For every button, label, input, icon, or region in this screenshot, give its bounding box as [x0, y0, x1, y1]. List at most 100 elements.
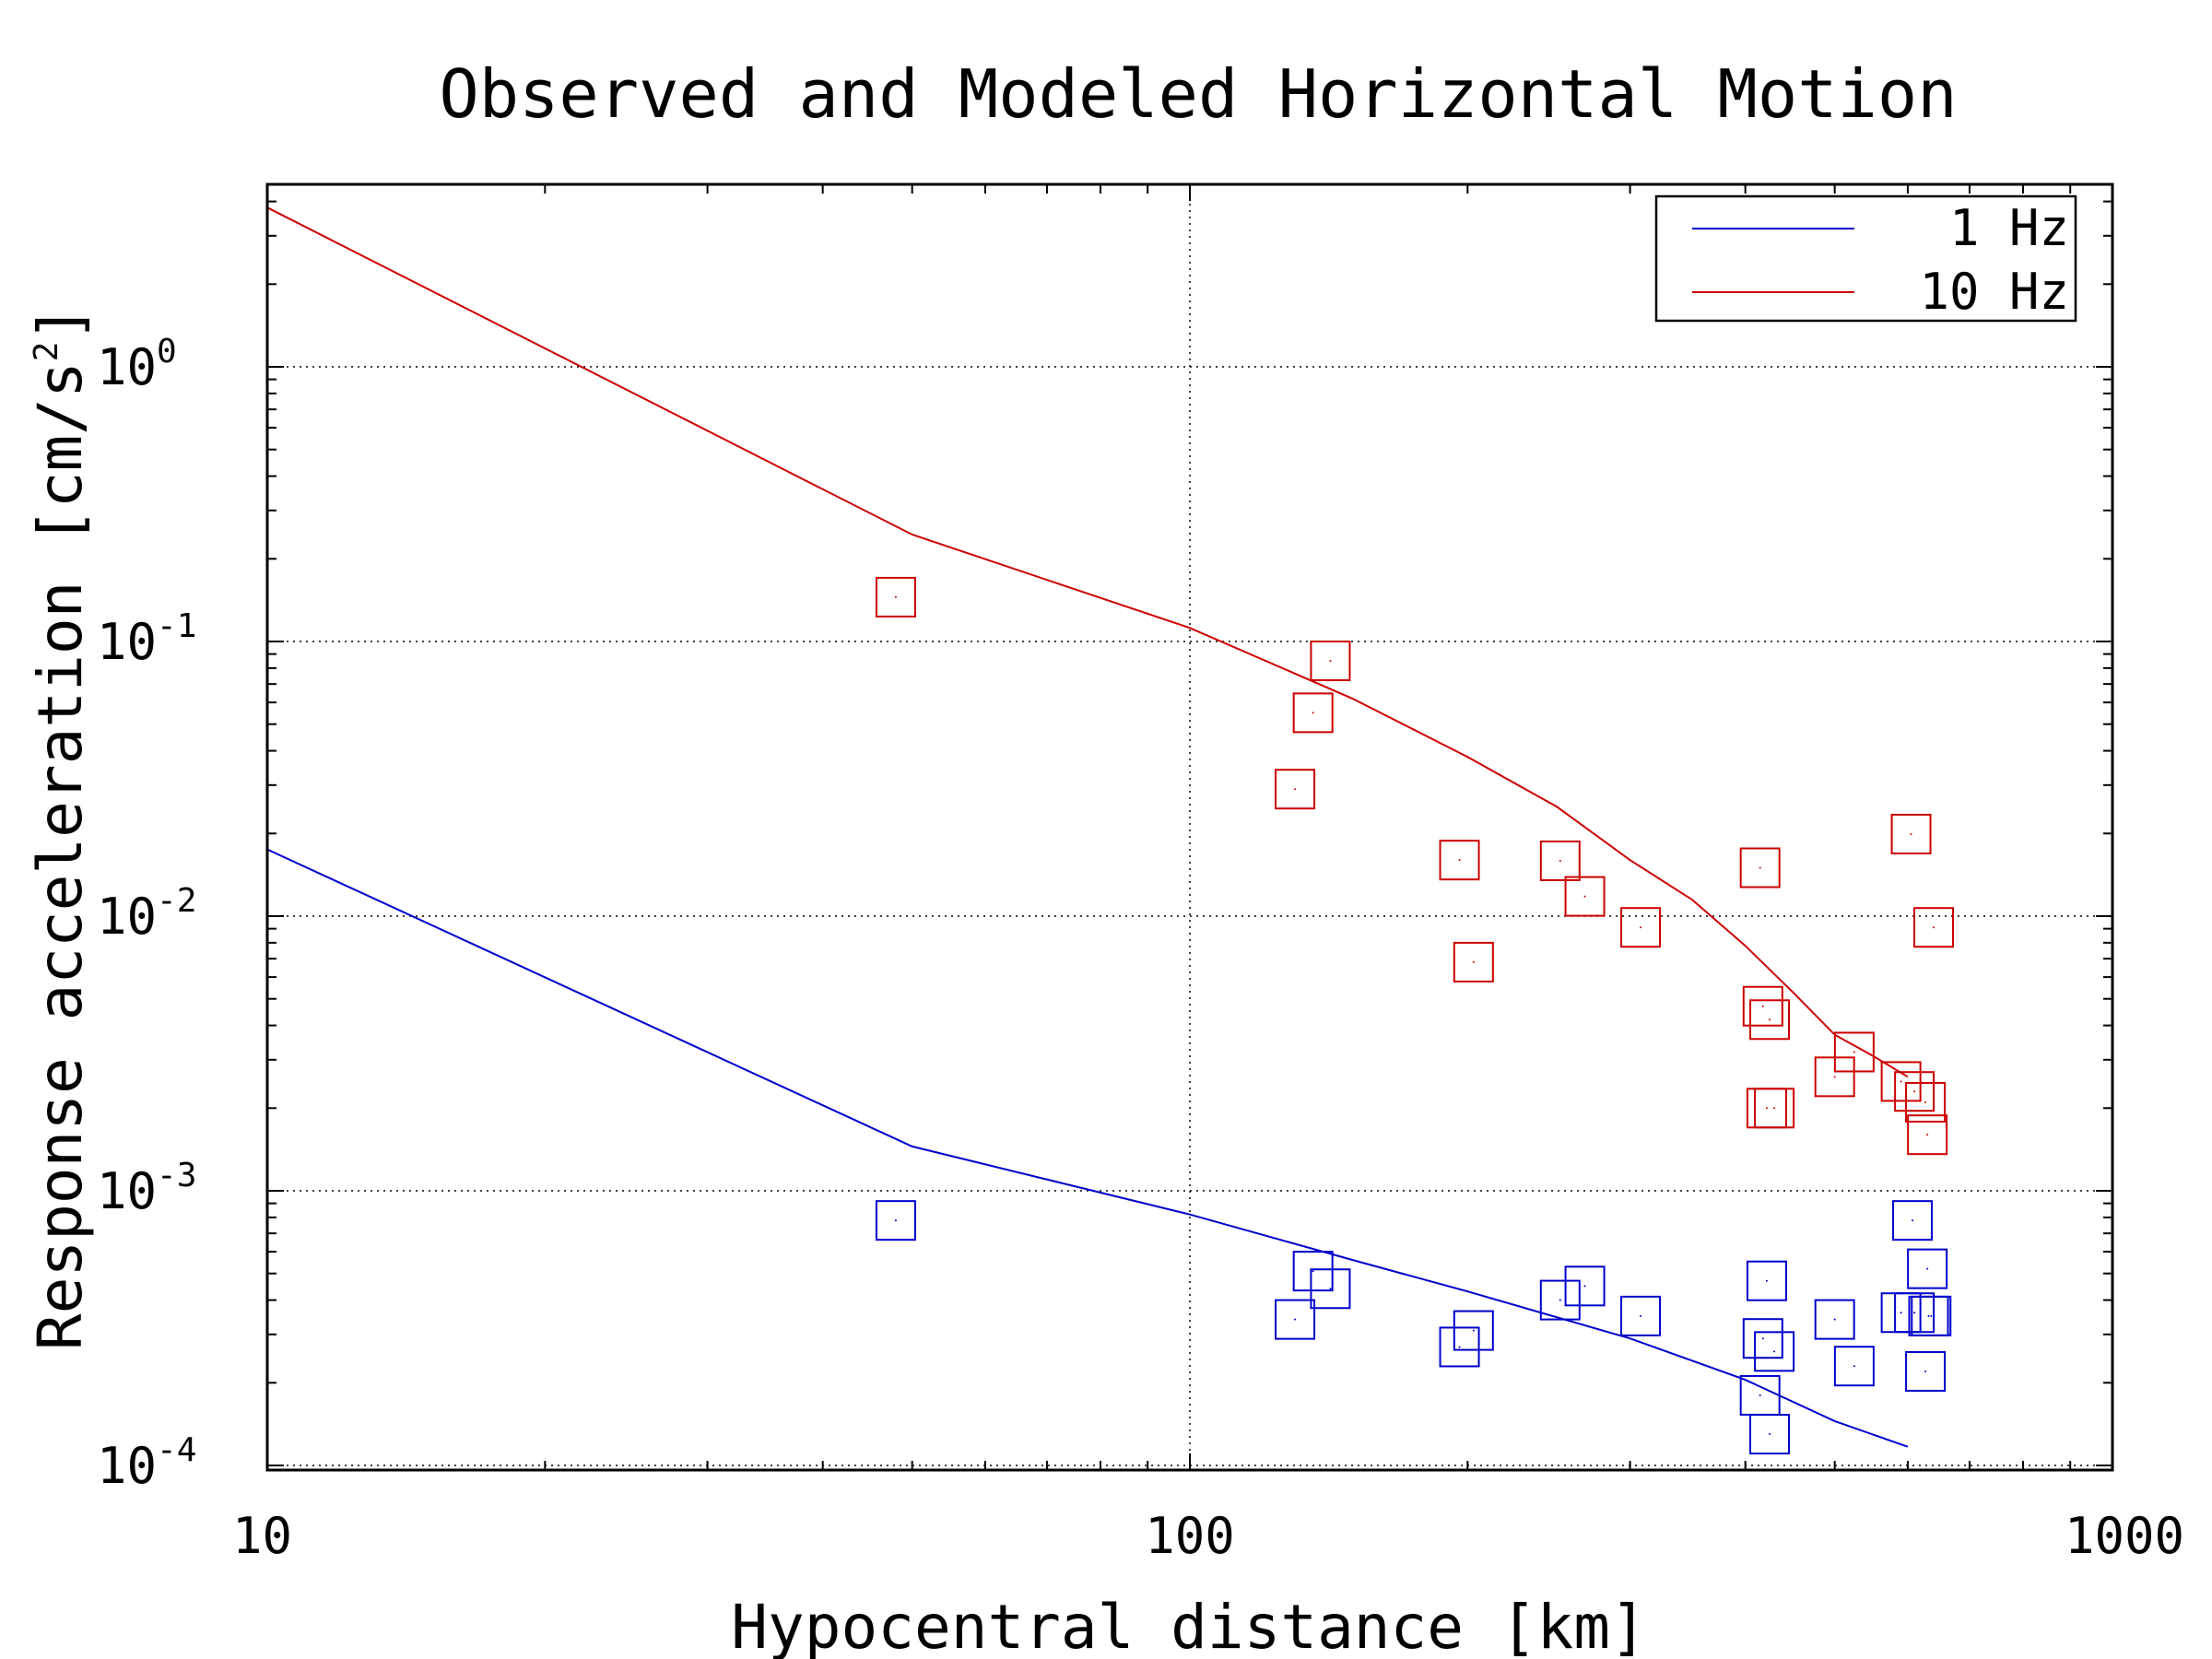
observed-point — [1926, 1134, 1929, 1136]
observed-marker — [1912, 907, 1954, 948]
observed-point — [894, 595, 897, 598]
observed-marker — [1754, 1088, 1795, 1129]
observed-marker — [1453, 1310, 1494, 1351]
observed-marker — [1564, 1265, 1606, 1307]
observed-point — [1773, 1350, 1776, 1353]
observed-marker — [1749, 999, 1791, 1041]
observed-marker — [1894, 1292, 1936, 1334]
observed-point — [1640, 1314, 1642, 1317]
observed-point — [1773, 1107, 1776, 1110]
observed-point — [1472, 1329, 1475, 1332]
observed-marker — [1905, 1081, 1947, 1123]
model-line — [266, 848, 1909, 1448]
observed-point — [1559, 1299, 1561, 1301]
y-tick-base: 10 — [97, 1437, 157, 1495]
y-tick-exponent: -4 — [157, 1431, 196, 1469]
observed-point — [1913, 1090, 1916, 1093]
observed-marker — [875, 576, 916, 618]
legend-label: 10 Hz — [1919, 263, 2069, 321]
observed-point — [1900, 1312, 1902, 1314]
model-lines — [266, 206, 1909, 1448]
observed-point — [1900, 1080, 1902, 1083]
observed-point — [1910, 832, 1912, 835]
legend-box — [1654, 194, 2077, 323]
y-tick-exponent: -1 — [157, 607, 196, 645]
x-axis-label: Hypocentral distance [km] — [731, 1592, 1646, 1659]
grid-lines — [267, 184, 2112, 1470]
y-axis-label-exponent: 2 — [28, 342, 65, 362]
y-axis-label-close: ] — [25, 305, 96, 342]
observed-marker — [1907, 1248, 1948, 1289]
y-tick-base: 10 — [97, 613, 157, 671]
observed-point — [1458, 1346, 1461, 1348]
observed-point — [1312, 1270, 1314, 1273]
observed-point — [1759, 866, 1761, 869]
plot-area-frame — [265, 182, 2114, 1472]
observed-marker — [1275, 1299, 1316, 1340]
observed-point — [1930, 1314, 1933, 1317]
y-tick-base: 10 — [97, 338, 157, 396]
observed-point — [1927, 1314, 1930, 1317]
observed-point — [1913, 1312, 1916, 1314]
observed-marker — [1891, 1200, 1933, 1241]
y-tick-label: 10-2 — [97, 882, 196, 946]
observed-point — [1924, 1370, 1927, 1372]
observed-point — [1294, 1318, 1297, 1321]
observed-marker — [1894, 1071, 1936, 1112]
y-tick-base: 10 — [97, 888, 157, 946]
observed-marker — [1564, 876, 1606, 917]
observed-point — [1329, 1288, 1332, 1290]
observed-point — [1911, 1219, 1913, 1222]
observed-marker — [1620, 1295, 1662, 1336]
observed-point — [1853, 1051, 1855, 1053]
observed-point — [1765, 1279, 1768, 1282]
observed-point — [1761, 1005, 1764, 1007]
x-tick-label: 10 — [232, 1507, 292, 1565]
observed-marker — [1746, 1260, 1787, 1301]
observed-marker — [1880, 1061, 1922, 1102]
observed-point — [1932, 926, 1935, 929]
observed-marker — [1833, 1031, 1875, 1073]
observed-marker — [1292, 692, 1334, 734]
observed-point — [1583, 895, 1586, 898]
observed-marker — [1742, 985, 1783, 1027]
observed-point — [1833, 1076, 1836, 1078]
observed-marker — [1907, 1114, 1948, 1156]
y-tick-exponent: 0 — [157, 333, 177, 371]
observed-point — [894, 1219, 897, 1222]
observed-marker — [1439, 1326, 1480, 1368]
observed-marker — [1453, 941, 1494, 982]
observed-point — [1769, 1433, 1771, 1436]
observed-marker — [1890, 813, 1932, 854]
observed-point — [1640, 926, 1642, 929]
observed-marker — [1439, 840, 1480, 881]
axis-ticks — [266, 184, 2113, 1470]
observed-point — [1761, 1337, 1764, 1340]
y-tick-label: 10-4 — [97, 1431, 196, 1495]
observed-point — [1458, 859, 1461, 862]
observed-marker — [1539, 1279, 1581, 1321]
y-tick-exponent: -2 — [157, 882, 196, 920]
observed-marker — [1739, 847, 1781, 888]
observed-marker — [875, 1200, 916, 1241]
legend-label: 1 Hz — [1949, 199, 2069, 257]
observed-point — [1765, 1107, 1768, 1110]
y-tick-exponent: -3 — [157, 1157, 196, 1194]
observed-point — [1583, 1285, 1586, 1288]
observed-point — [1924, 1100, 1927, 1103]
y-tick-label: 10-3 — [97, 1157, 196, 1220]
observed-point — [1853, 1365, 1855, 1368]
x-tick-label: 1000 — [2065, 1507, 2184, 1565]
legend: 1 Hz 10 Hz — [1654, 194, 2077, 323]
observed-point — [1926, 1267, 1929, 1270]
y-tick-base: 10 — [97, 1162, 157, 1220]
observed-marker — [1833, 1346, 1875, 1387]
observed-marker — [1292, 1251, 1334, 1292]
observed-point — [1294, 788, 1297, 791]
x-tick-labels: 10 100 1000 — [232, 1507, 2184, 1565]
y-tick-label: 100 — [97, 333, 177, 396]
observed-point — [1769, 1018, 1771, 1021]
observed-marker — [1911, 1295, 1952, 1336]
